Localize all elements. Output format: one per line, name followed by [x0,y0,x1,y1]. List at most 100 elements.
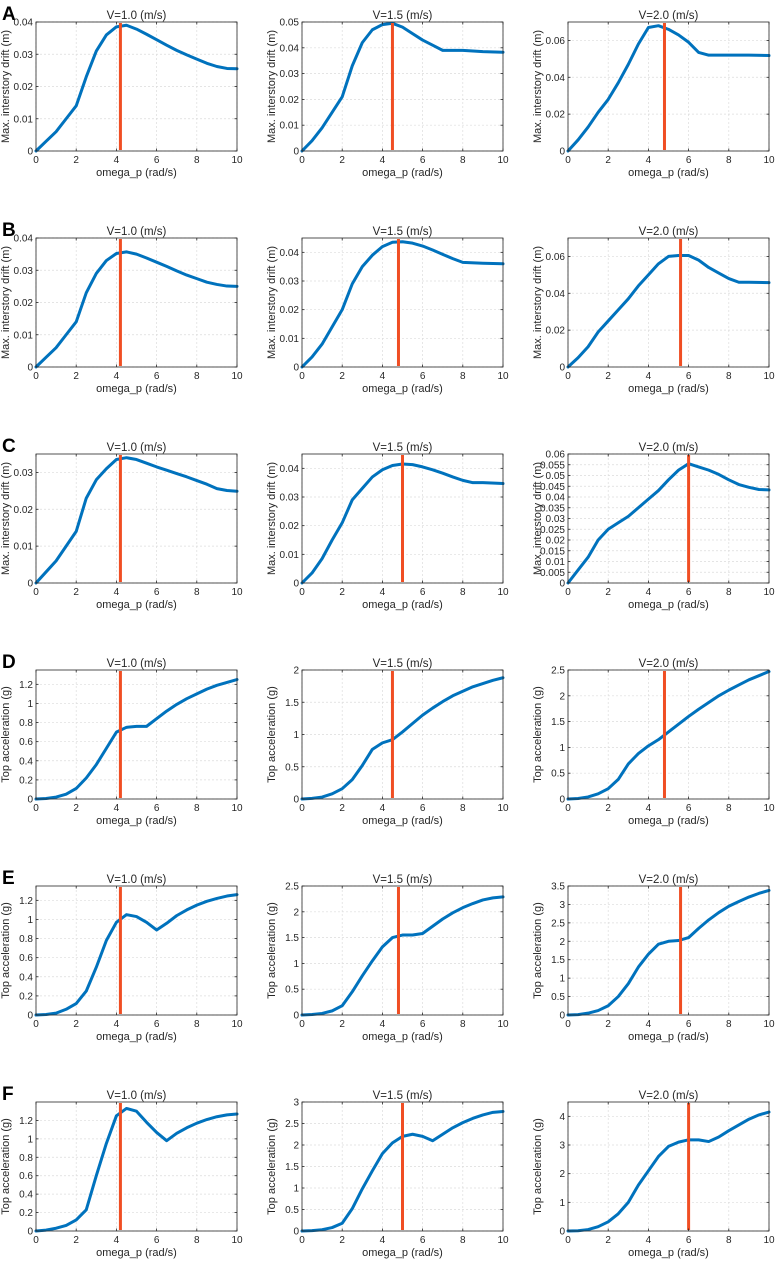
data-point [362,42,363,43]
axes-frame [567,669,770,800]
y-tick-label: 0.6 [19,1171,33,1182]
y-axis-label: Max. interstory drift (m) [0,30,12,143]
y-axis-label: Top acceleration (g) [266,686,278,783]
data-point [718,695,719,696]
y-tick-label: 1.2 [19,1116,33,1127]
x-tick-label: 6 [686,803,692,814]
y-axis-label: Max. interstory drift (m) [266,462,278,575]
y-tick-label: 0 [293,147,299,158]
x-tick-label: 8 [194,803,200,814]
data-point [166,45,167,46]
drift-curve [34,678,239,801]
axes-frame [567,1101,770,1232]
data-point [116,26,117,27]
y-tick-label: 0.01 [14,330,34,341]
data-point [492,680,493,681]
y-tick-label: 3 [559,1141,565,1152]
x-tick-label: 2 [73,587,79,598]
data-point [432,250,433,251]
data-point [708,470,709,471]
data-point [728,690,729,691]
x-tick-label: 6 [420,587,426,598]
data-point [312,356,313,357]
panel-e-2: 0 2 4 6 8 10 0 0.5 1 1.5 2 2.5 V=1.5 (m/s) omega_p (r… [266,874,509,1043]
chart-title: V=1.0 (m/s) [107,874,167,886]
data-point [126,251,127,252]
x-tick-label: 8 [460,587,466,598]
y-tick-label: 0.5 [551,992,565,1003]
x-axis-label: omega_p (rad/s) [362,167,443,179]
data-point [452,912,453,913]
data-point [206,484,207,485]
data-point [648,1170,649,1171]
data-point [362,266,363,267]
x-axis-label: omega_p (rad/s) [362,1031,443,1043]
data-point [472,903,473,904]
y-tick-label: 2.5 [551,666,565,677]
x-tick-label: 6 [420,1235,426,1246]
data-point [698,260,699,261]
y-tick-label: 0.2 [19,775,33,786]
x-tick-label: 2 [73,1235,79,1246]
x-tick-label: 0 [299,1019,305,1030]
data-point [412,935,413,936]
plot-area [36,1102,237,1231]
data-point [668,256,669,257]
x-tick-label: 2 [339,587,345,598]
data-point [156,929,157,930]
panel-d-1: 0 2 4 6 8 10 0 0.2 0.4 0.6 0.8 1 1.2 V=1.0 (m/s) omega… [0,658,243,827]
chart-title: V=2.0 (m/s) [639,658,699,670]
y-tick-label: 0 [559,147,565,158]
data-point [156,1132,157,1133]
x-tick-label: 10 [497,1235,509,1246]
y-tick-label: 0.015 [540,546,565,557]
x-tick-label: 10 [763,1235,775,1246]
data-point [658,25,659,26]
data-point [728,278,729,279]
y-tick-label: 0.04 [546,73,566,84]
x-tick-label: 6 [420,371,426,382]
data-point [332,326,333,327]
data-point [442,701,443,702]
x-tick-label: 10 [763,371,775,382]
data-point [392,1142,393,1143]
data-point [678,34,679,35]
axes-frame [301,237,504,368]
chart-title: V=1.0 (m/s) [107,10,167,22]
y-tick-label: 0 [293,1011,299,1022]
y-tick-label: 0.02 [14,505,34,516]
data-point [126,914,127,915]
data-point [116,922,117,923]
y-tick-label: 0.005 [540,568,565,579]
data-point [46,141,47,142]
axes-frame [35,885,238,1016]
data-point [618,779,619,780]
x-tick-label: 10 [497,371,509,382]
data-point [106,940,107,941]
y-axis-label: Top acceleration (g) [0,902,12,999]
data-point [628,763,629,764]
y-tick-label: 1.5 [551,955,565,966]
data-point [462,1122,463,1123]
x-tick-label: 0 [565,1235,571,1246]
x-tick-label: 4 [114,803,120,814]
x-tick-label: 0 [33,587,39,598]
data-point [648,27,649,28]
data-point [748,897,749,898]
data-point [608,1221,609,1222]
y-tick-label: 0.01 [280,334,300,345]
y-tick-label: 0.02 [280,521,300,532]
y-axis-label: Top acceleration (g) [0,1118,12,1215]
plot-area [568,670,769,799]
data-point [166,1140,167,1141]
x-tick-label: 8 [726,587,732,598]
data-point [678,255,679,256]
data-point [648,499,649,500]
x-tick-label: 4 [646,803,652,814]
data-point [342,522,343,523]
data-point [618,996,619,997]
x-tick-label: 8 [194,1019,200,1030]
data-point [738,484,739,485]
data-point [86,991,87,992]
data-point [86,777,87,778]
